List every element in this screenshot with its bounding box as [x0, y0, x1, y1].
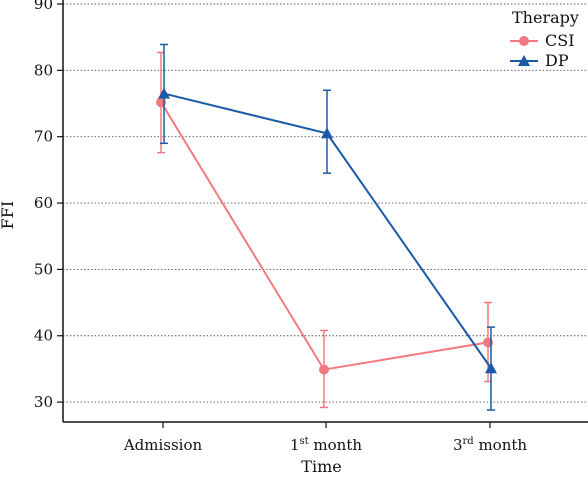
legend-label: CSI	[545, 31, 575, 50]
x-tick-label: 3rd month	[453, 436, 527, 454]
y-tick-label: 40	[34, 327, 53, 345]
data-point	[319, 364, 329, 375]
y-tick-label: 90	[34, 0, 53, 13]
legend-marker	[519, 36, 529, 46]
x-ticks: Admission 1st month 3rd month	[123, 422, 527, 454]
data-point	[485, 362, 497, 374]
axes	[62, 0, 588, 423]
legend-marker	[518, 55, 530, 66]
y-tick-label: 50	[34, 260, 53, 278]
series-csi	[156, 51, 493, 409]
y-tick-label: 70	[34, 128, 53, 146]
y-tick-label: 60	[34, 194, 53, 212]
y-ticks: 30 40 50 60 70 80 90	[34, 0, 63, 411]
y-tick-label: 30	[34, 393, 53, 411]
series-line	[160, 101, 489, 371]
data-point	[321, 127, 333, 139]
legend-label: DP	[545, 51, 569, 70]
gridlines	[63, 3, 588, 403]
y-axis-label: FFI	[0, 201, 17, 230]
series-group	[156, 43, 497, 411]
x-tick-label: Admission	[123, 436, 203, 454]
x-tick-label: 1st month	[290, 436, 362, 454]
data-point	[158, 87, 170, 99]
legend-title: Therapy	[512, 8, 579, 27]
x-axis-label: Time	[301, 457, 341, 476]
y-tick-label: 80	[34, 61, 53, 79]
series-dp	[158, 43, 497, 411]
